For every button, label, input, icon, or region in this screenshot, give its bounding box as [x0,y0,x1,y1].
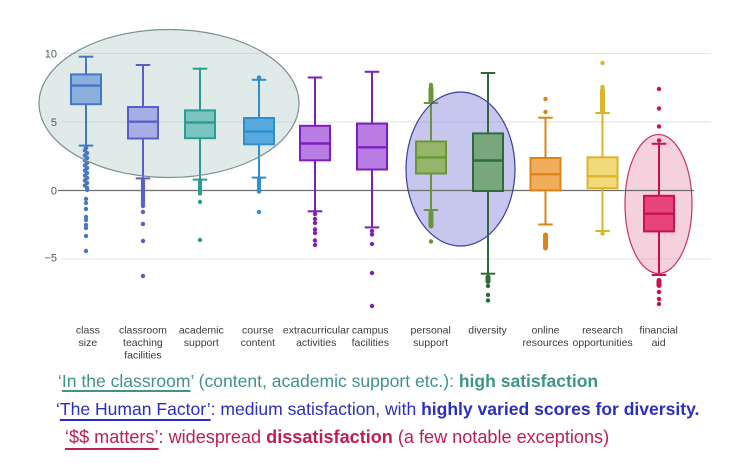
svg-text:10: 10 [45,49,57,61]
svg-text:5: 5 [51,117,57,129]
svg-text:−5: −5 [44,253,57,265]
svg-text:diversity: diversity [468,325,507,337]
svg-text:0: 0 [51,186,57,198]
